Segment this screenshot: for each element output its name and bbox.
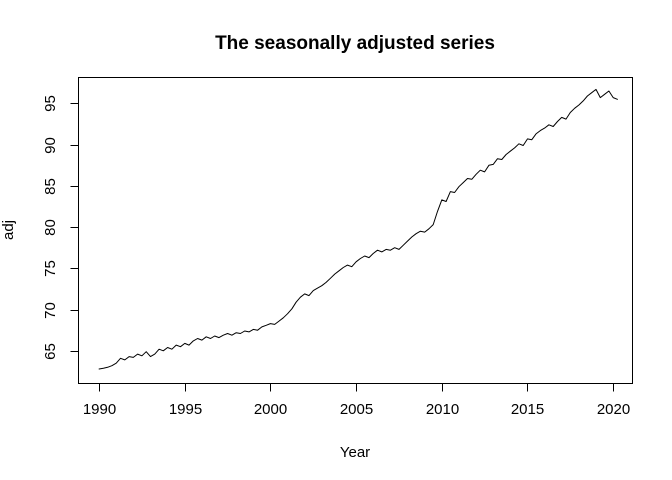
y-tick-label: 95 — [42, 95, 59, 112]
series-line — [98, 88, 618, 370]
x-tick-label: 1990 — [83, 401, 116, 418]
chart-title: The seasonally adjusted series — [215, 33, 495, 54]
x-tick-label: 2015 — [511, 401, 544, 418]
data-series — [98, 88, 618, 370]
y-tick-label: 90 — [42, 137, 59, 154]
y-axis-label: adj — [0, 220, 17, 240]
y-tick-label: 80 — [42, 219, 59, 236]
y-tick-label: 65 — [42, 343, 59, 360]
x-tick-label: 2010 — [426, 401, 459, 418]
axes: 1990 1995 2000 2005 2010 2015 2020 65 70 75 80 85 90… — [42, 77, 633, 418]
x-tick-label: 1995 — [169, 401, 202, 418]
y-tick-label: 70 — [42, 302, 59, 319]
x-tick-label: 2000 — [254, 401, 287, 418]
y-tick-label: 85 — [42, 178, 59, 195]
x-tick-label: 2020 — [597, 401, 630, 418]
x-tick-label: 2005 — [340, 401, 373, 418]
y-tick-label: 75 — [42, 260, 59, 277]
x-axis-label: Year — [340, 444, 370, 461]
plot-box — [78, 77, 633, 384]
